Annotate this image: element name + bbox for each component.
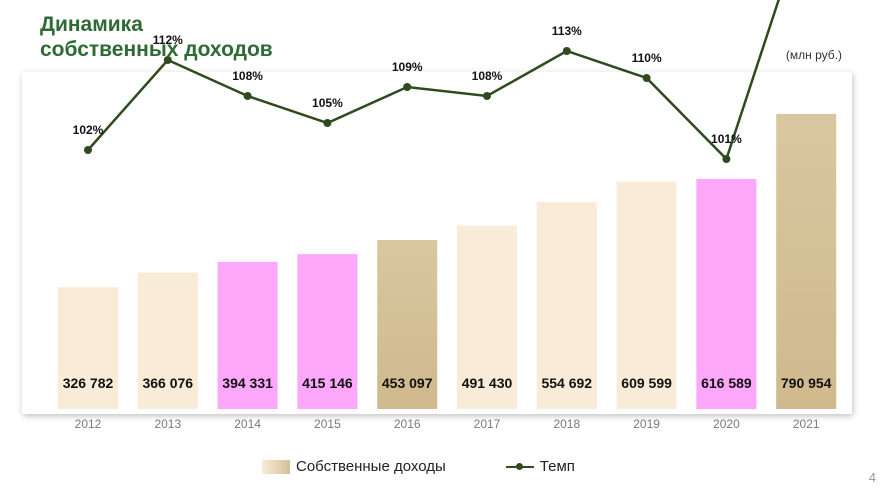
line-series-temp xyxy=(87,0,780,162)
line-value-label: 108% xyxy=(232,69,263,83)
unit-label: (млн руб.) xyxy=(785,48,842,62)
bar-2015 xyxy=(297,254,358,409)
bar-value-label: 366 076 xyxy=(142,375,193,391)
bar-value-label: 554 692 xyxy=(541,375,592,391)
line-value-label: 109% xyxy=(392,60,423,74)
bar-2012 xyxy=(58,287,118,409)
line-point xyxy=(84,146,92,154)
bar-value-label: 616 589 xyxy=(701,375,752,391)
line-point xyxy=(243,92,252,100)
line-point xyxy=(722,155,731,163)
bar-2018 xyxy=(536,202,597,409)
bar-2021 xyxy=(776,113,837,410)
x-tick-label: 2012 xyxy=(75,417,102,431)
title-line-2: собственных доходов xyxy=(40,38,273,61)
line-point xyxy=(163,56,172,64)
chart-svg: 326 782 2012 366 076 2013 394 331 2014 415 146… xyxy=(58,0,837,431)
bar-value-label: 453 097 xyxy=(382,375,433,391)
line-point xyxy=(562,47,571,55)
x-tick-label: 2014 xyxy=(234,417,261,431)
x-tick-label: 2013 xyxy=(154,417,181,431)
line-value-label: 110% xyxy=(632,51,662,65)
x-tick-label: 2020 xyxy=(713,417,740,431)
bar-value-label: 326 782 xyxy=(63,375,114,391)
legend: Собственные доходы Темп xyxy=(262,458,575,475)
legend-bar-swatch xyxy=(262,459,290,474)
line-point xyxy=(642,74,651,82)
bar-value-label: 415 146 xyxy=(302,375,353,391)
bar-2020 xyxy=(696,179,757,409)
bar-2017 xyxy=(457,225,517,409)
bar-2019 xyxy=(616,181,677,409)
line-value-label: 108% xyxy=(472,69,503,83)
line-value-label: 101% xyxy=(711,132,742,146)
page-number: 4 xyxy=(868,470,876,485)
bar-2016 xyxy=(377,239,438,409)
line-value-label: 105% xyxy=(312,96,343,110)
bar-value-label: 394 331 xyxy=(222,375,273,391)
x-tick-label: 2015 xyxy=(314,417,341,431)
legend-bar-label: Собственные доходы xyxy=(296,458,446,475)
bar-value-label: 790 954 xyxy=(781,375,832,391)
line-point xyxy=(483,92,491,100)
chart-panel: 326 782 2012 366 076 2013 394 331 2014 415 146… xyxy=(22,0,852,431)
title-line-1: Динамика xyxy=(40,13,143,36)
bar-value-label: 491 430 xyxy=(462,375,513,391)
legend-line-swatch xyxy=(505,460,534,474)
line-point xyxy=(323,119,332,127)
chart-title: Динамика собственных доходов xyxy=(40,12,273,62)
bar-value-label: 609 599 xyxy=(621,375,672,391)
bar-2013 xyxy=(137,272,198,409)
x-tick-label: 2021 xyxy=(793,417,820,431)
bar-2014 xyxy=(217,261,278,409)
line-point xyxy=(403,83,412,91)
x-tick-label: 2018 xyxy=(553,417,580,431)
x-tick-label: 2016 xyxy=(394,417,421,431)
legend-line-label: Темп xyxy=(539,458,575,475)
x-tick-label: 2017 xyxy=(474,417,501,431)
line-value-label: 102% xyxy=(73,123,104,137)
x-tick-label: 2019 xyxy=(633,417,660,431)
line-value-label: 113% xyxy=(552,24,582,38)
line-value-label: 112% xyxy=(153,33,183,47)
